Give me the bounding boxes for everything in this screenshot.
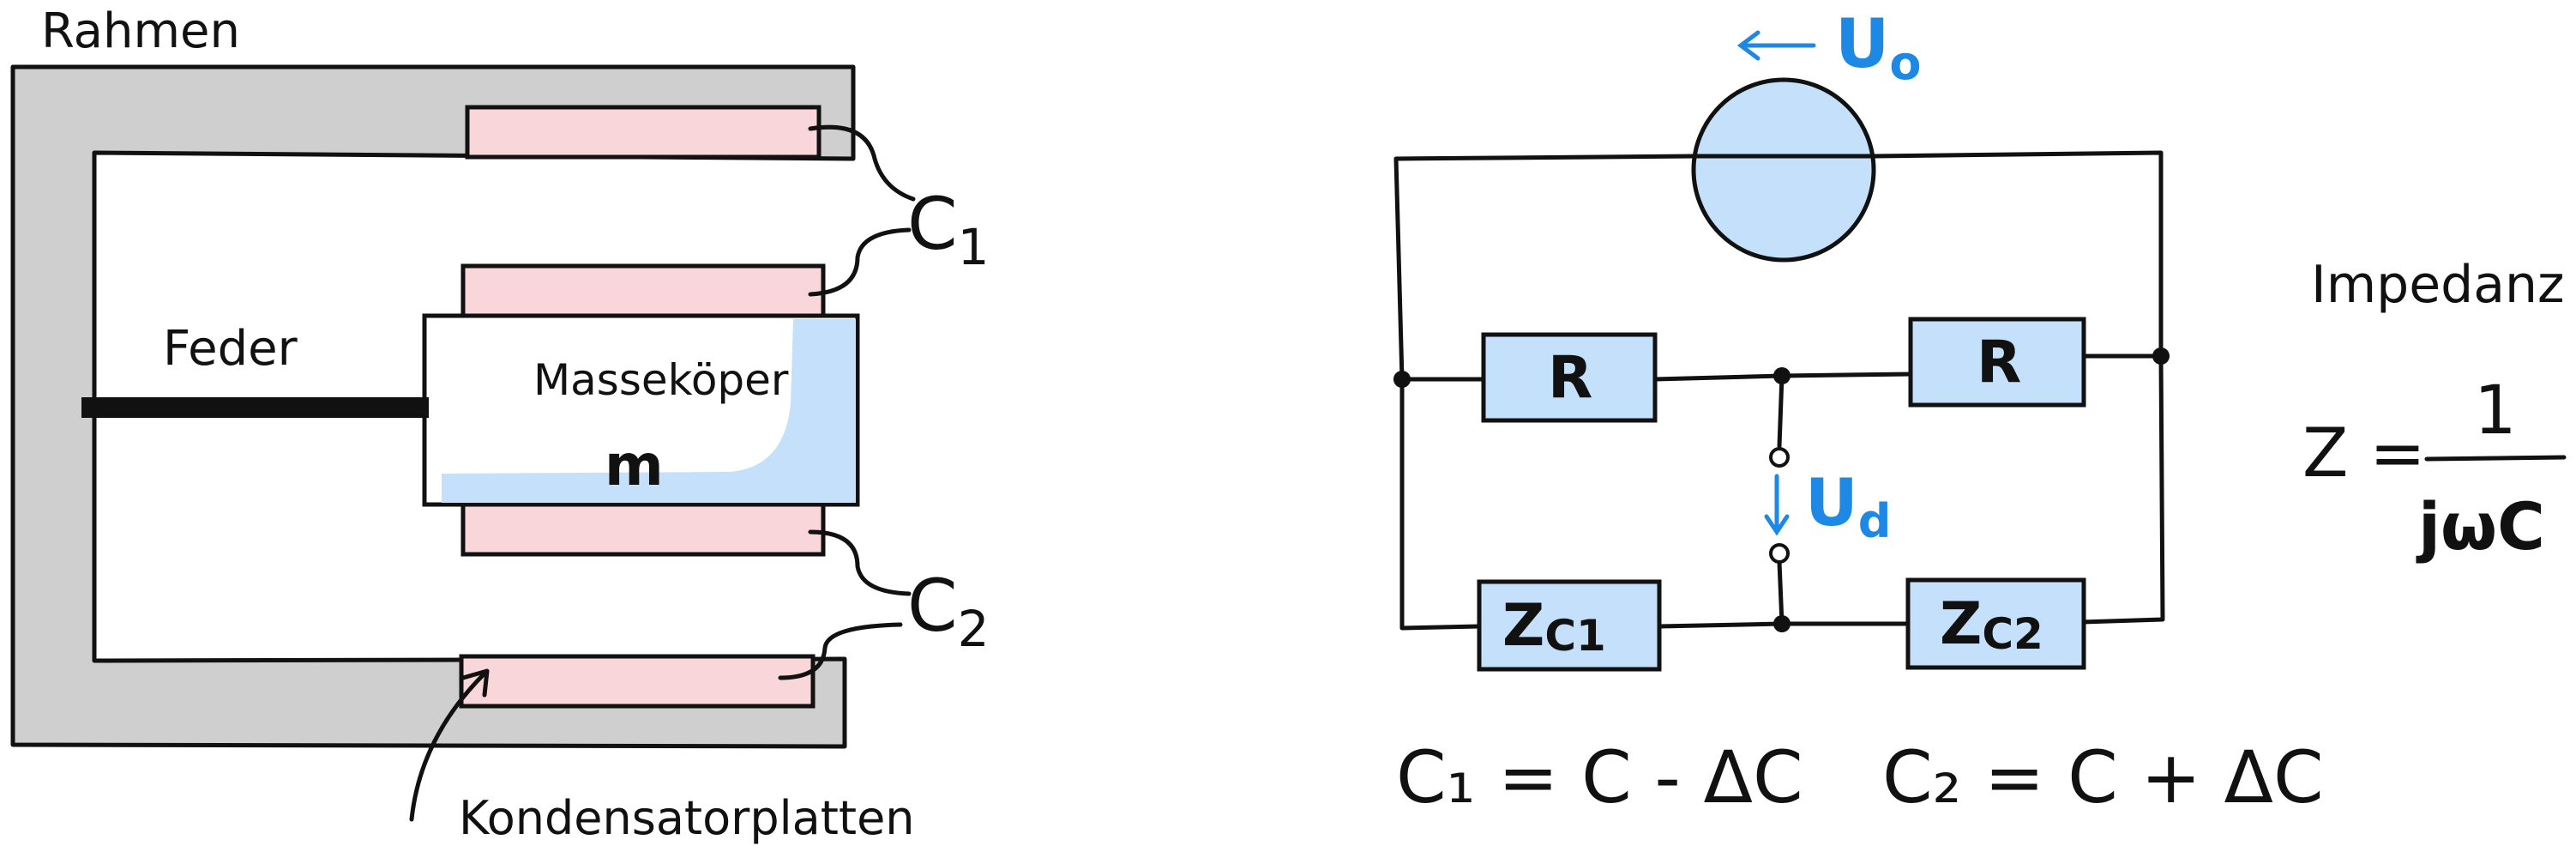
mass-bottom-plate (460, 502, 826, 557)
c2-label: C2 (907, 564, 990, 658)
bottom-fixed-plate (459, 654, 816, 709)
terminal-bottom (1769, 543, 1790, 564)
diff-arrow (1764, 474, 1790, 536)
resistor-left-label: R (1548, 344, 1592, 412)
c1-leader-mass (808, 227, 912, 297)
impedance-numerator: 1 (2474, 372, 2517, 450)
mechanical-sensor: Rahmen Masseköper m Feder C1 C2 (10, 3, 990, 845)
diff-label: Ud (1805, 464, 1891, 548)
plates-arrow (409, 671, 487, 822)
mass-label: Masseköper (533, 355, 789, 405)
impedance-zc2-label: ZC2 (1940, 590, 2043, 659)
impedance-note: Impedanz : Z = 1 jωC (2302, 255, 2576, 565)
mass-highlight (442, 319, 856, 503)
resistor-right-label: R (1977, 329, 2021, 396)
plates-arrow-head (460, 668, 490, 698)
junction-bottom-mid (1773, 615, 1791, 632)
c2-leader-mass (808, 529, 912, 596)
equation-c1: C₁ = C - ΔC (1396, 735, 1803, 819)
c1-leader-top (808, 124, 916, 202)
fraction-bar (2424, 455, 2567, 462)
junction-top-mid (1773, 367, 1791, 384)
top-fixed-plate (465, 105, 822, 160)
mass-symbol: m (605, 432, 664, 498)
impedance-label: Impedanz : (2311, 255, 2576, 315)
c2-leader-bottom (778, 622, 903, 680)
resistor-left (1481, 332, 1658, 423)
spring-label: Feder (163, 321, 298, 377)
junction-right (2152, 347, 2170, 365)
terminal-top (1769, 447, 1790, 468)
impedance-zc1 (1477, 579, 1662, 672)
junction-left (1393, 371, 1411, 388)
resistor-right (1908, 317, 2086, 408)
voltage-source (1691, 77, 1876, 263)
plates-label: Kondensatorplatten (459, 791, 915, 845)
impedance-zc2 (1905, 577, 2086, 670)
frame-label: Rahmen (41, 3, 240, 59)
bridge-circuit: Uo Ud R R ZC1 ZC2 C₁ = (1393, 6, 2324, 819)
impedance-zc1-label: ZC1 (1502, 592, 1606, 661)
impedance-denominator: jωC (2416, 488, 2545, 565)
source-label: Uo (1835, 6, 1921, 90)
mass-top-plate (460, 263, 826, 318)
source-arrow (1736, 30, 1816, 61)
c1-label: C1 (907, 182, 990, 276)
equation-c2: C₂ = C + ΔC (1882, 735, 2324, 819)
spring (81, 397, 429, 418)
impedance-lhs: Z = (2302, 415, 2426, 492)
